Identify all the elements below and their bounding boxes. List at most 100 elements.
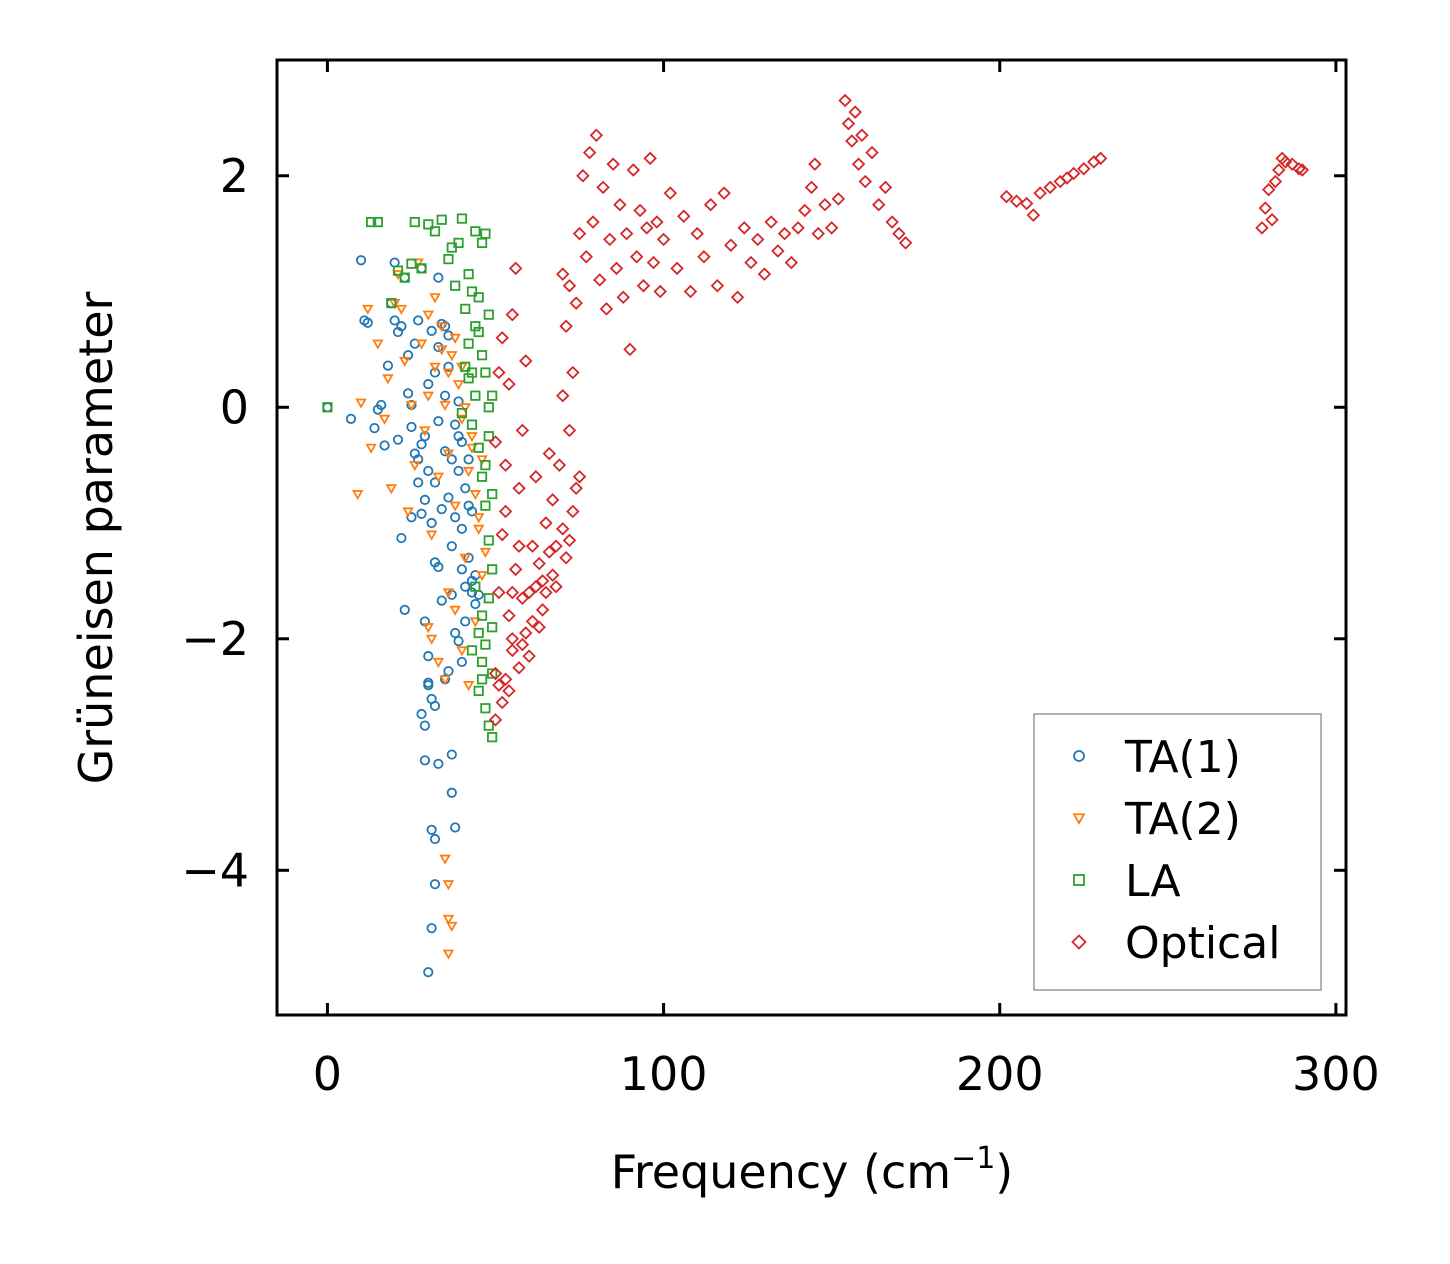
data-point-ta1 xyxy=(436,595,447,606)
data-point-ta2 xyxy=(439,400,451,411)
data-point-ta2 xyxy=(435,345,448,356)
data-point-ta2 xyxy=(405,400,418,411)
data-point-ta1 xyxy=(409,448,420,459)
data-point-ta2 xyxy=(476,571,488,582)
data-point-ta1 xyxy=(446,541,457,552)
data-point-optical xyxy=(855,128,869,142)
data-point-ta2 xyxy=(378,414,391,425)
data-point-ta2 xyxy=(456,646,468,657)
data-point-la xyxy=(470,581,481,592)
data-point-optical xyxy=(771,244,785,258)
data-point-la xyxy=(406,258,417,269)
data-point-optical xyxy=(1066,166,1081,181)
data-point-optical xyxy=(737,221,752,235)
data-point-optical xyxy=(579,250,594,264)
data-point-ta1 xyxy=(423,465,434,477)
data-point-ta1 xyxy=(419,494,431,505)
data-point-ta1 xyxy=(416,708,427,720)
data-point-optical xyxy=(603,232,617,247)
data-point-optical xyxy=(609,261,624,276)
data-point-ta1 xyxy=(450,419,461,430)
data-point-la xyxy=(466,645,478,656)
data-point-optical xyxy=(629,250,644,264)
data-point-ta1 xyxy=(429,879,441,890)
data-point-ta1 xyxy=(426,325,437,336)
data-point-optical xyxy=(515,423,530,438)
axis-ticks: 0 100 200 300 −4 −2 0 2 xyxy=(181,60,1380,1101)
data-point-la xyxy=(372,216,383,228)
data-point-ta1 xyxy=(460,483,471,494)
data-point-la xyxy=(483,535,494,546)
data-point-optical xyxy=(515,637,530,652)
data-point-optical xyxy=(492,365,506,380)
data-point-ta1 xyxy=(466,506,478,517)
data-point-ta1 xyxy=(413,477,424,488)
data-point-ta2 xyxy=(432,657,445,668)
data-point-optical xyxy=(646,255,661,270)
data-point-optical xyxy=(545,493,560,507)
data-point-optical xyxy=(1272,163,1286,177)
data-point-ta1 xyxy=(419,720,431,731)
data-point-ta1 xyxy=(433,758,444,769)
legend-marker-ta1 xyxy=(1073,750,1085,762)
data-point-ta1 xyxy=(429,700,441,712)
data-point-la xyxy=(463,338,474,349)
data-point-optical xyxy=(495,527,509,542)
data-point-optical xyxy=(545,568,560,582)
data-point-optical xyxy=(670,261,684,276)
data-point-la xyxy=(476,350,488,361)
data-point-optical xyxy=(690,226,704,241)
data-point-ta1 xyxy=(426,824,437,835)
data-point-optical xyxy=(1268,174,1283,189)
data-point-ta2 xyxy=(466,432,478,443)
data-point-optical xyxy=(838,93,852,108)
data-point-ta2 xyxy=(419,426,431,437)
data-point-ta1 xyxy=(443,361,454,372)
data-point-optical xyxy=(576,169,590,183)
data-point-la xyxy=(476,471,488,482)
data-point-la xyxy=(473,627,484,639)
data-point-optical xyxy=(898,236,913,250)
data-point-ta1 xyxy=(453,636,464,647)
data-point-la xyxy=(460,361,471,372)
data-point-ta2 xyxy=(459,403,472,414)
data-point-optical xyxy=(764,215,778,229)
data-point-la xyxy=(476,610,488,621)
data-point-optical xyxy=(999,189,1014,204)
data-point-ta2 xyxy=(442,914,455,925)
data-point-la xyxy=(487,668,498,679)
data-point-ta2 xyxy=(425,634,438,645)
data-point-ta2 xyxy=(402,507,414,518)
data-point-ta2 xyxy=(446,351,458,362)
data-point-optical xyxy=(566,365,580,380)
data-point-ta1 xyxy=(446,787,457,798)
data-point-ta1 xyxy=(460,616,471,627)
data-point-ta2 xyxy=(472,513,485,524)
data-point-optical xyxy=(623,342,637,357)
data-point-optical xyxy=(505,585,520,600)
data-point-optical xyxy=(596,180,610,195)
data-point-ta2 xyxy=(422,310,435,321)
data-point-ta1 xyxy=(413,315,424,326)
data-point-optical xyxy=(522,585,536,600)
legend-label-la: LA xyxy=(1125,856,1181,907)
data-point-ta1 xyxy=(406,512,417,523)
data-point-optical xyxy=(1295,163,1310,177)
data-point-optical xyxy=(498,458,513,472)
data-point-ta1 xyxy=(446,749,457,760)
data-point-ta2 xyxy=(362,304,374,315)
data-point-optical xyxy=(502,608,516,623)
data-point-optical xyxy=(851,157,866,171)
legend-label-ta1: TA(1) xyxy=(1124,732,1241,783)
data-point-la xyxy=(487,488,498,500)
data-point-optical xyxy=(552,458,567,472)
data-point-optical xyxy=(757,267,772,281)
legend-marker-optical xyxy=(1071,934,1087,950)
data-point-ta2 xyxy=(439,675,451,686)
data-point-optical xyxy=(539,516,553,530)
legend-label-ta2: TA(2) xyxy=(1124,794,1241,845)
data-point-ta1 xyxy=(379,440,390,451)
data-point-ta1 xyxy=(429,477,441,488)
data-point-ta2 xyxy=(398,356,411,367)
data-point-optical xyxy=(529,579,543,594)
